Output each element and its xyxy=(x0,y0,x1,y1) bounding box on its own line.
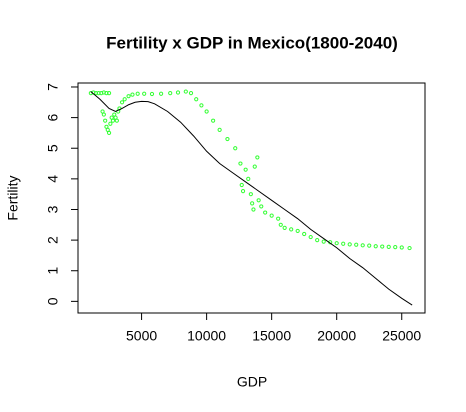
point xyxy=(334,241,339,246)
point xyxy=(110,118,116,123)
point xyxy=(347,242,352,247)
point xyxy=(130,92,135,97)
y-tick-label: 6 xyxy=(45,114,61,122)
point xyxy=(238,161,243,166)
point xyxy=(126,94,131,99)
x-tick-label: 10000 xyxy=(187,328,226,344)
line xyxy=(90,91,413,306)
point xyxy=(302,231,307,237)
point xyxy=(119,100,125,105)
y-tick-label: 2 xyxy=(45,236,61,244)
point xyxy=(251,207,256,212)
point xyxy=(360,243,365,248)
point xyxy=(289,227,294,232)
chart-title: Fertility x GDP in Mexico(1800-2040) xyxy=(106,33,398,52)
point xyxy=(407,245,412,251)
y-tick-label: 1 xyxy=(45,267,61,275)
point xyxy=(295,228,300,234)
point xyxy=(341,241,346,246)
point xyxy=(315,238,320,243)
point xyxy=(211,118,216,123)
point xyxy=(367,243,372,248)
point xyxy=(380,244,385,249)
point xyxy=(168,91,173,96)
point xyxy=(93,91,99,96)
point xyxy=(199,103,204,108)
x-tick-label: 15000 xyxy=(252,328,291,344)
point xyxy=(233,146,238,151)
y-axis-label: Fertility xyxy=(5,175,21,220)
point xyxy=(217,127,222,132)
x-tick-label: 25000 xyxy=(382,328,421,344)
point xyxy=(354,242,359,247)
point xyxy=(142,91,147,96)
point xyxy=(250,201,255,206)
y-tick-label: 7 xyxy=(45,83,61,91)
point xyxy=(106,130,112,136)
point xyxy=(183,89,188,94)
point xyxy=(252,164,257,169)
point xyxy=(239,182,244,188)
point xyxy=(399,245,404,250)
point xyxy=(248,192,253,197)
point xyxy=(278,222,283,227)
point xyxy=(149,91,155,97)
point xyxy=(225,136,230,142)
point xyxy=(158,91,164,96)
point xyxy=(104,91,109,96)
y-tick-label: 5 xyxy=(45,144,61,152)
point xyxy=(108,121,113,126)
point xyxy=(282,225,287,230)
point xyxy=(373,244,378,249)
point xyxy=(122,97,127,102)
x-tick-label: 5000 xyxy=(126,328,157,344)
x-tick-label: 20000 xyxy=(317,328,356,344)
point xyxy=(240,189,246,194)
point xyxy=(135,91,140,96)
point xyxy=(175,90,181,95)
plot-box xyxy=(77,82,426,314)
point xyxy=(103,118,108,123)
point xyxy=(106,91,112,96)
point xyxy=(101,112,106,117)
point xyxy=(204,109,209,114)
point xyxy=(96,91,101,96)
point xyxy=(243,167,248,172)
point xyxy=(246,176,251,181)
point xyxy=(194,97,199,102)
y-tick-label: 3 xyxy=(45,205,61,213)
point xyxy=(393,245,398,250)
point xyxy=(114,118,119,123)
point xyxy=(321,239,326,244)
point xyxy=(276,216,281,221)
x-axis-label: GDP xyxy=(237,374,267,390)
point xyxy=(256,198,261,203)
point xyxy=(386,244,391,249)
point xyxy=(269,213,274,218)
point xyxy=(263,210,268,215)
point xyxy=(255,155,260,160)
point xyxy=(308,234,313,240)
y-tick-label: 0 xyxy=(45,297,61,305)
point xyxy=(259,204,264,209)
point xyxy=(188,91,194,96)
y-tick-label: 4 xyxy=(45,175,61,183)
